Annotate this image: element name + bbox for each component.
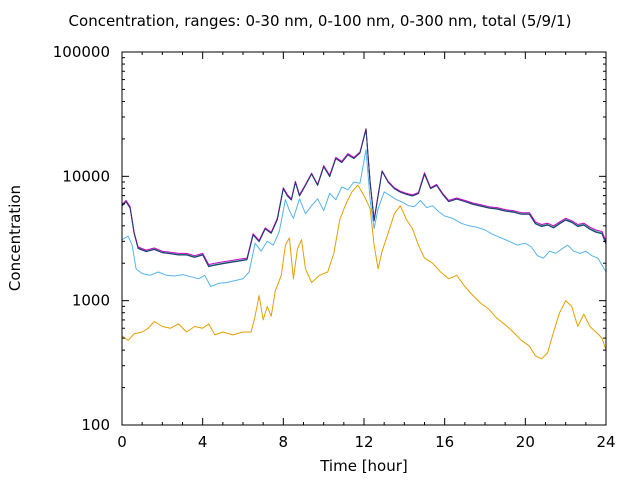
chart-title: Concentration, ranges: 0-30 nm, 0-100 nm… bbox=[68, 12, 572, 30]
series-line-1 bbox=[121, 184, 607, 360]
y-axis: 100 1000 10000 100000 bbox=[53, 43, 606, 434]
series-line-3 bbox=[121, 128, 607, 267]
series-line-5 bbox=[121, 129, 607, 268]
x-tick-label: 8 bbox=[279, 433, 289, 451]
y-tick-label: 100000 bbox=[53, 43, 110, 61]
plot-frame bbox=[121, 51, 607, 426]
x-tick-label: 4 bbox=[198, 433, 208, 451]
series-line-2 bbox=[121, 148, 607, 287]
series-layer bbox=[121, 128, 607, 360]
x-tick-label: 20 bbox=[516, 433, 535, 451]
x-tick-label: 16 bbox=[435, 433, 454, 451]
y-axis-label: Concentration bbox=[6, 184, 24, 292]
y-tick-label: 100 bbox=[81, 416, 110, 434]
x-tick-label: 0 bbox=[117, 433, 127, 451]
x-tick-label: 12 bbox=[354, 433, 373, 451]
y-tick-label: 10000 bbox=[62, 167, 110, 185]
y-tick-label: 1000 bbox=[72, 292, 110, 310]
x-axis: 0 4 8 12 16 20 24 bbox=[117, 52, 616, 451]
x-tick-label: 24 bbox=[596, 433, 615, 451]
x-axis-label: Time [hour] bbox=[320, 457, 408, 475]
